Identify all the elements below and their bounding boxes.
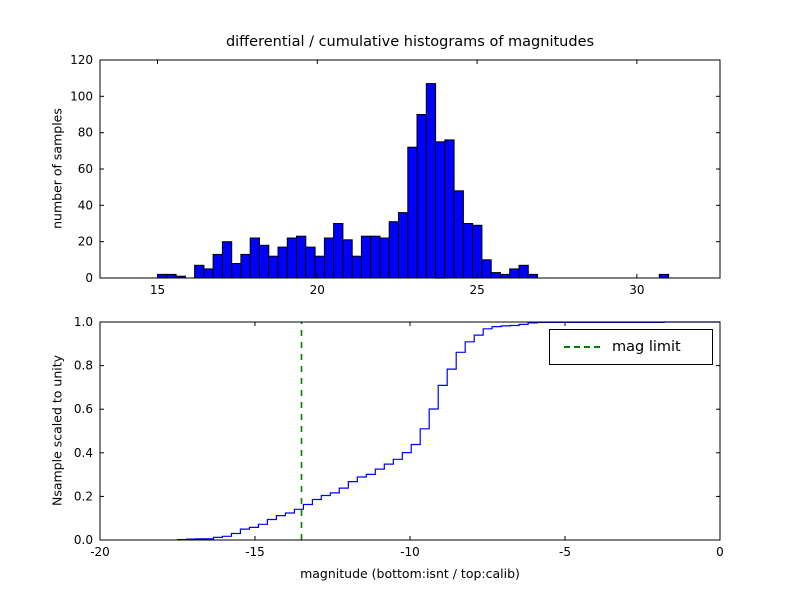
y-tick-label: 0.6 xyxy=(74,402,93,416)
histogram-bar xyxy=(453,190,464,279)
histogram-bar xyxy=(518,264,529,279)
histogram-bar xyxy=(221,241,233,279)
histogram-bar xyxy=(481,259,492,279)
legend-label: mag limit xyxy=(612,339,681,355)
histogram-bar xyxy=(203,268,214,279)
y-tick-label: 0.4 xyxy=(74,446,93,460)
x-tick-label: -20 xyxy=(90,545,110,559)
histogram-bar xyxy=(157,273,168,279)
histogram-bar xyxy=(462,223,474,279)
chart-title: differential / cumulative histograms of … xyxy=(225,34,595,50)
y-tick-label: 40 xyxy=(78,198,93,212)
histogram-bar xyxy=(416,114,427,279)
x-tick-label: 0 xyxy=(716,545,724,559)
histogram-bar xyxy=(194,264,205,279)
y-tick-label: 60 xyxy=(78,162,93,176)
y-tick-label: 80 xyxy=(78,126,93,140)
histogram-bar xyxy=(499,273,511,279)
histogram-bar xyxy=(240,253,251,279)
histogram-bar xyxy=(360,235,372,279)
histogram-bar xyxy=(277,246,288,279)
histogram-bar xyxy=(259,244,270,279)
x-tick-label: -15 xyxy=(245,545,265,559)
x-tick-label: 20 xyxy=(310,283,325,297)
bottom-x-axis-label: magnitude (bottom:isnt / top:calib) xyxy=(300,566,520,581)
cumulative-line xyxy=(176,321,720,541)
top-y-axis-label: number of samples xyxy=(49,108,65,229)
x-tick-label: 30 xyxy=(629,283,644,297)
y-tick-label: 100 xyxy=(70,89,93,103)
y-tick-label: 1.0 xyxy=(74,315,93,329)
histogram-bar xyxy=(472,224,483,279)
histogram-bar xyxy=(527,273,539,279)
histogram-bar xyxy=(314,255,325,279)
bottom-y-axis-label: Nsample scaled to unity xyxy=(49,354,65,507)
histogram-bar xyxy=(398,212,409,279)
histogram-bar xyxy=(444,139,455,279)
histogram-bar xyxy=(509,268,520,279)
y-tick-label: 0 xyxy=(85,271,93,285)
histogram-bar xyxy=(342,239,353,279)
histogram-bar xyxy=(166,273,177,279)
legend: mag limit xyxy=(549,329,713,365)
x-tick-label: 25 xyxy=(469,283,484,297)
legend-dashed-line-icon xyxy=(564,346,600,348)
histogram-bar xyxy=(212,253,223,279)
histogram-bar xyxy=(296,235,307,279)
y-tick-label: 120 xyxy=(70,53,93,67)
histogram-bar xyxy=(249,237,260,279)
histogram-bar xyxy=(286,237,298,279)
histogram-bar xyxy=(407,146,418,279)
histogram-bar xyxy=(435,141,446,279)
x-tick-label: -5 xyxy=(559,545,571,559)
y-tick-label: 0.8 xyxy=(74,359,93,373)
histogram-bar xyxy=(305,246,316,279)
histogram-bar xyxy=(388,221,400,279)
y-tick-label: 0.0 xyxy=(74,533,93,547)
y-tick-label: 0.2 xyxy=(74,489,93,503)
histogram-bar xyxy=(425,83,437,279)
histogram-bar xyxy=(370,235,381,279)
histogram-bar xyxy=(268,255,279,279)
x-tick-label: 15 xyxy=(150,283,165,297)
histogram-bar xyxy=(379,237,390,279)
histogram-bar xyxy=(231,263,242,279)
x-tick-label: -10 xyxy=(400,545,420,559)
histogram-bar xyxy=(323,237,335,279)
histogram-bar xyxy=(351,255,363,279)
y-tick-label: 20 xyxy=(78,235,93,249)
histogram-bar xyxy=(333,223,344,279)
histogram-bar xyxy=(490,272,502,279)
histogram-bar xyxy=(658,273,670,279)
